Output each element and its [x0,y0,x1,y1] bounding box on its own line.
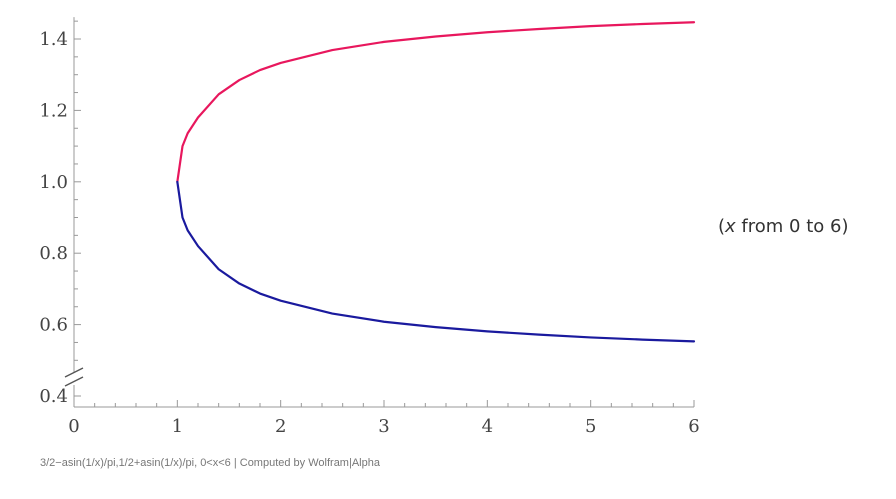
series-line-1 [176,21,696,183]
y-tick-label: 1.4 [39,29,68,50]
x-tick-label: 0 [68,416,79,437]
curves [176,21,696,343]
x-tick-label: 4 [482,416,493,437]
x-tick-label: 6 [688,416,699,437]
axis-break-mark [64,367,84,378]
x-tick-label: 5 [585,416,596,437]
y-tick-label: 0.8 [39,243,68,264]
x-tick-label: 1 [172,416,183,437]
y-tick-label: 1.2 [39,100,68,121]
footer-caption: 3/2−asin(1/x)/pi,1/2+asin(1/x)/pi, 0<x<6… [40,457,380,469]
range-open-paren: ( [718,216,726,237]
y-tick-label: 1.0 [39,172,68,193]
y-tick-label: 0.6 [39,315,68,336]
axis-break-mark [64,376,84,387]
series-line-2 [176,180,696,343]
tick-labels: 0 1 2 3 4 5 6 0.4 0.6 0.8 1.0 1.2 1.4 [39,29,699,437]
axes [64,17,695,408]
x-tick-label: 2 [275,416,286,437]
x-tick-label: 3 [378,416,389,437]
range-text: from 0 to 6) [735,216,849,237]
y-tick-label: 0.4 [39,386,68,407]
parameter-range-label: (x from 0 to 6) [718,216,848,237]
range-variable: x [725,216,736,237]
